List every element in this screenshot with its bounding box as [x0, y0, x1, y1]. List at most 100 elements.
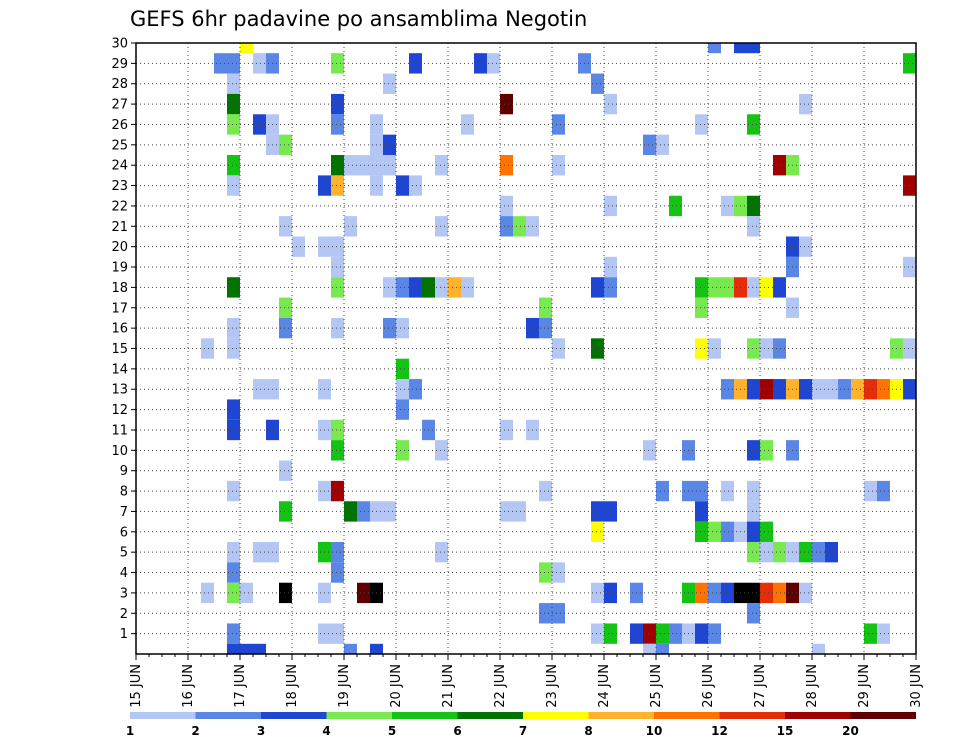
- x-tick-label: 29 JUN: [857, 664, 872, 708]
- x-tick-label: 24 JUN: [597, 664, 612, 708]
- legend-color-swatch: [850, 712, 916, 719]
- heatmap-cell: [344, 216, 357, 237]
- heatmap-cell: [708, 338, 721, 359]
- heatmap-cell: [864, 623, 877, 644]
- legend-break-label: 20: [842, 724, 859, 738]
- heatmap-cell: [877, 480, 890, 502]
- heatmap-cell: [721, 582, 734, 604]
- heatmap-cell: [331, 317, 344, 339]
- heatmap-cell: [396, 277, 409, 298]
- x-tick-label: 15 JUN: [129, 664, 144, 708]
- heatmap-cell: [383, 277, 396, 298]
- heatmap-cell: [721, 521, 734, 542]
- heatmap-cell: [279, 216, 292, 237]
- heatmap-cell: [227, 277, 240, 298]
- heatmap-cell: [227, 53, 240, 74]
- legend-break-label: 2: [191, 724, 199, 738]
- x-tick-label: 23 JUN: [545, 664, 560, 708]
- heatmap-cell: [695, 582, 708, 604]
- heatmap-cell: [396, 358, 409, 380]
- x-tick-label: 22 JUN: [493, 664, 508, 708]
- y-tick-label: 22: [111, 199, 128, 214]
- heatmap-cell: [240, 43, 253, 54]
- heatmap-cell: [279, 501, 292, 522]
- legend-color-swatch: [654, 712, 720, 719]
- heatmap-cell: [279, 317, 292, 339]
- heatmap-cell: [708, 521, 721, 542]
- heatmap-cell: [279, 582, 292, 604]
- heatmap-cell: [903, 379, 916, 400]
- heatmap-cell: [331, 541, 344, 563]
- heatmap-cell: [461, 277, 474, 298]
- heatmap-cell: [591, 73, 604, 94]
- heatmap-cell: [747, 216, 760, 237]
- heatmap-cell: [227, 155, 240, 176]
- heatmap-cell: [435, 541, 448, 563]
- heatmap-cell: [240, 643, 253, 654]
- heatmap-cell: [409, 175, 422, 196]
- heatmap-cell: [227, 114, 240, 135]
- heatmap-cell: [370, 643, 383, 654]
- heatmap-cell: [747, 195, 760, 217]
- heatmap-cell: [656, 643, 669, 654]
- heatmap-cell: [331, 256, 344, 278]
- x-tick-label: 20 JUN: [389, 664, 404, 708]
- y-tick-label: 10: [111, 444, 128, 459]
- heatmap-cell: [721, 379, 734, 400]
- heatmap-cell: [734, 43, 747, 54]
- heatmap-cell: [799, 582, 812, 604]
- heatmap-cell: [539, 480, 552, 502]
- y-tick-label: 29: [111, 57, 128, 72]
- heatmap-cell: [552, 603, 565, 624]
- heatmap-cell: [201, 582, 214, 604]
- heatmap-cell: [396, 175, 409, 196]
- heatmap-cell: [539, 562, 552, 583]
- heatmap-cell: [253, 643, 266, 654]
- heatmap-cell: [279, 460, 292, 481]
- heatmap-cell: [435, 155, 448, 176]
- heatmap-cell: [669, 623, 682, 644]
- heatmap-cell: [513, 501, 526, 522]
- heatmap-cell: [227, 623, 240, 644]
- heatmap-cell: [864, 480, 877, 502]
- heatmap-cell: [721, 277, 734, 298]
- heatmap-cell: [903, 256, 916, 278]
- legend-color-swatch: [261, 712, 327, 719]
- heatmap-cell: [695, 480, 708, 502]
- heatmap-cell: [747, 277, 760, 298]
- heatmap-cell: [643, 440, 656, 461]
- legend-color-swatch: [785, 712, 851, 719]
- heatmap-cell: [591, 521, 604, 542]
- y-tick-label: 12: [111, 403, 128, 418]
- x-tick-label: 30 JUN: [909, 664, 924, 708]
- heatmap-cell: [656, 134, 669, 156]
- legend-break-label: 10: [646, 724, 663, 738]
- heatmap-cell: [331, 155, 344, 176]
- heatmap-cell: [396, 440, 409, 461]
- heatmap-cell: [227, 317, 240, 339]
- heatmap-cell: [500, 419, 513, 441]
- heatmap-cell: [201, 338, 214, 359]
- heatmap-cell: [344, 155, 357, 176]
- heatmap-cell: [773, 155, 786, 176]
- y-tick-label: 23: [111, 179, 128, 194]
- heatmap-cell: [500, 195, 513, 217]
- heatmap-cell: [396, 399, 409, 420]
- heatmap-cell: [747, 501, 760, 522]
- heatmap-cell: [227, 562, 240, 583]
- heatmap-cell: [227, 175, 240, 196]
- heatmap-cell: [331, 175, 344, 196]
- heatmap-cell: [279, 297, 292, 318]
- y-tick-label: 30: [111, 37, 128, 52]
- heatmap-cell: [773, 541, 786, 563]
- heatmap-cell: [695, 501, 708, 522]
- y-tick-label: 27: [111, 98, 128, 113]
- axis-ticks: [131, 42, 917, 660]
- heatmap-cell: [825, 541, 838, 563]
- heatmap-cell: [292, 236, 305, 257]
- heatmap-cell: [279, 134, 292, 156]
- heatmap-cell: [760, 379, 773, 400]
- color-legend: 1 2 3 4 5 6 7 8 10 12 15 20: [126, 712, 916, 738]
- heatmap-cell: [695, 338, 708, 359]
- heatmap-cell: [591, 277, 604, 298]
